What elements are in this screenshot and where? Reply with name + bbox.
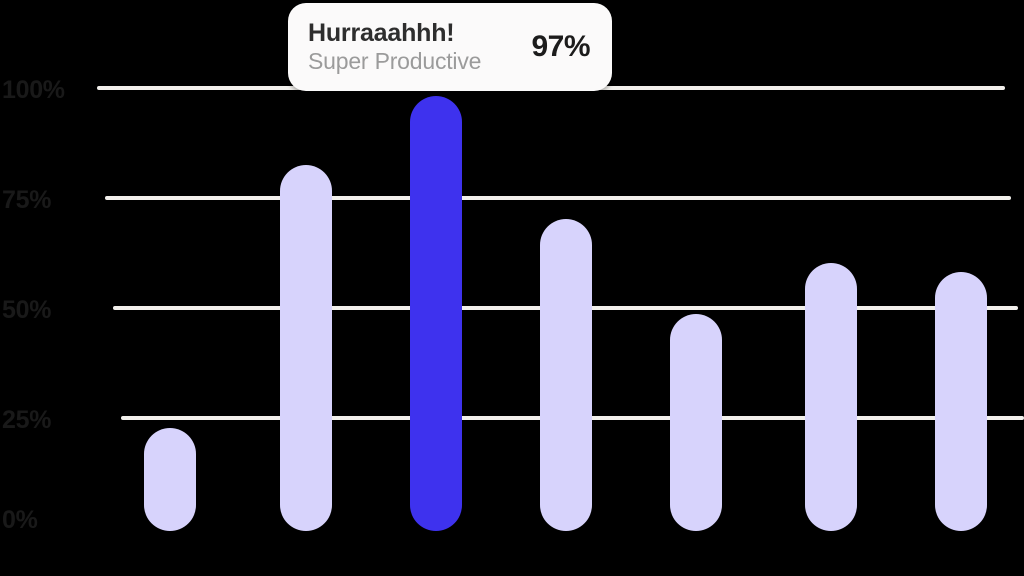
tooltip-text-group: Hurraaahhh! Super Productive	[308, 20, 481, 74]
bar-6[interactable]	[805, 263, 857, 531]
tooltip-subtitle: Super Productive	[308, 48, 482, 75]
bar-5[interactable]	[670, 314, 722, 531]
bar-4[interactable]	[540, 219, 592, 531]
tooltip-value: 97%	[531, 30, 590, 63]
bar-1[interactable]	[144, 428, 196, 531]
bar-2[interactable]	[280, 165, 332, 531]
bar-3[interactable]	[410, 96, 462, 531]
tooltip-title: Hurraaahhh!	[308, 19, 455, 48]
bar-tooltip[interactable]: Hurraaahhh! Super Productive 97%	[288, 3, 612, 91]
gridline-75	[105, 196, 1011, 200]
bar-7[interactable]	[935, 272, 987, 531]
